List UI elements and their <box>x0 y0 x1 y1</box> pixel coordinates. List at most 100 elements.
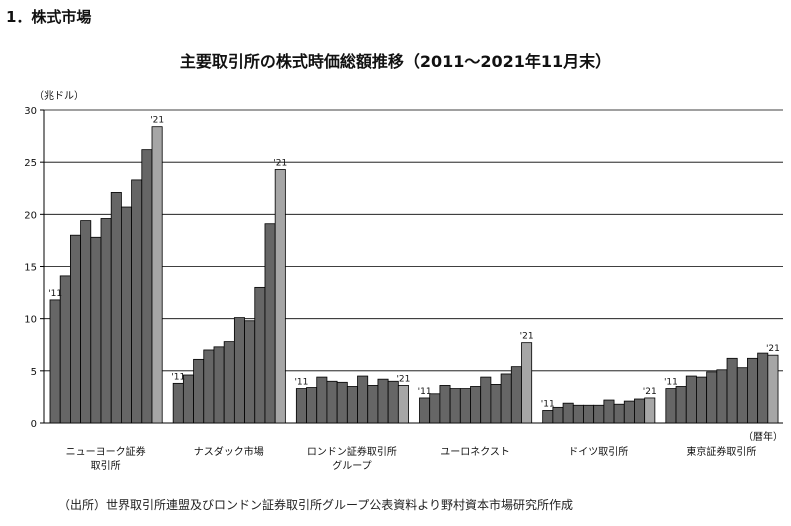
grid-lines <box>44 109 783 372</box>
category-label: グループ <box>332 459 371 472</box>
y-tick-label: 0 <box>31 419 37 430</box>
bar-5-2014 <box>696 376 708 424</box>
bar-1-2016 <box>223 341 235 424</box>
bar-5-2017 <box>726 357 738 424</box>
bar-1-2018 <box>244 320 256 424</box>
bar-0-2014 <box>80 220 92 424</box>
bar-4-2014 <box>572 404 584 424</box>
y-tick-label: 5 <box>31 367 37 378</box>
last-year-label: '21 <box>520 332 534 342</box>
section-heading: 1．株式市場 <box>6 8 92 26</box>
first-year-label: '11 <box>171 372 185 382</box>
bar-1-2021 <box>274 169 286 424</box>
first-year-label: '11 <box>541 399 555 409</box>
bar-3-2020 <box>510 366 522 424</box>
y-axis-unit: （兆ドル） <box>34 90 84 102</box>
bar-1-2020 <box>264 223 276 424</box>
bar-4-2015 <box>583 404 595 424</box>
bar-2-2012 <box>306 387 318 424</box>
last-year-label: '21 <box>273 158 287 168</box>
axes <box>40 109 783 424</box>
bar-0-2020 <box>141 149 153 424</box>
bar-0-2017 <box>110 192 122 424</box>
bar-4-2021 <box>644 397 656 424</box>
bar-4-2016 <box>593 404 605 424</box>
bar-3-2012 <box>429 393 441 424</box>
bar-1-2019 <box>254 286 266 424</box>
bar-2-2018 <box>367 385 379 424</box>
bar-4-2013 <box>562 402 574 424</box>
bar-0-2018 <box>121 206 133 424</box>
bar-4-2018 <box>613 403 625 424</box>
bar-1-2014 <box>203 349 215 424</box>
bar-4-2019 <box>623 400 635 424</box>
first-year-label: '11 <box>664 378 678 388</box>
first-year-label: '11 <box>418 387 432 397</box>
last-year-label: '21 <box>643 387 657 397</box>
bar-5-2021 <box>767 354 779 424</box>
last-year-label: '21 <box>766 344 780 354</box>
y-tick-label: 15 <box>24 263 37 274</box>
x-axis-unit: （暦年） <box>743 430 783 443</box>
bar-2-2019 <box>377 378 389 424</box>
bar-0-2011 <box>49 299 61 424</box>
bar-3-2011 <box>419 397 431 424</box>
category-label: ドイツ取引所 <box>568 446 628 458</box>
bar-1-2017 <box>233 317 245 424</box>
bar-4-2017 <box>603 399 615 424</box>
bar-3-2015 <box>459 388 471 424</box>
bar-2-2011 <box>295 388 307 424</box>
bar-2-2017 <box>357 375 369 424</box>
category-label: ナスダック市場 <box>194 445 264 458</box>
bar-3-2021 <box>521 342 533 424</box>
last-year-label: '21 <box>396 374 410 384</box>
bar-2-2013 <box>316 376 328 424</box>
bar-3-2014 <box>449 388 461 424</box>
bar-2-2020 <box>387 380 399 424</box>
y-tick-label: 25 <box>24 158 37 169</box>
bar-3-2013 <box>439 385 451 424</box>
bar-5-2015 <box>706 371 718 424</box>
bar-2-2016 <box>346 386 358 424</box>
bar-5-2018 <box>736 367 748 424</box>
category-label: ユーロネクスト <box>440 446 510 458</box>
bar-3-2019 <box>500 373 512 424</box>
bar-5-2016 <box>716 369 728 424</box>
first-year-label: '11 <box>294 378 308 388</box>
category-label: ニューヨーク証券 <box>66 445 146 458</box>
y-tick-label: 20 <box>24 210 37 221</box>
bar-1-2015 <box>213 346 225 424</box>
bar-4-2011 <box>542 410 554 424</box>
bar-3-2017 <box>480 376 492 424</box>
bar-5-2019 <box>747 357 759 424</box>
bar-1-2013 <box>193 358 205 424</box>
bar-5-2013 <box>685 375 697 424</box>
bar-3-2018 <box>490 383 502 424</box>
bar-5-2020 <box>757 352 769 424</box>
y-tick-label: 30 <box>24 106 37 117</box>
bar-2-2014 <box>326 380 338 424</box>
bar-0-2019 <box>131 179 143 424</box>
category-label: 取引所 <box>91 460 121 472</box>
y-tick-label: 10 <box>24 315 37 326</box>
bar-2-2015 <box>336 381 348 424</box>
category-label: 東京証券取引所 <box>686 445 756 458</box>
category-label: ロンドン証券取引所 <box>307 445 397 458</box>
bar-0-2016 <box>100 218 112 424</box>
last-year-label: '21 <box>150 116 164 126</box>
bar-0-2021 <box>151 126 163 424</box>
bar-4-2012 <box>552 406 564 424</box>
bars <box>49 126 779 424</box>
bar-5-2012 <box>675 386 687 424</box>
bar-4-2020 <box>634 398 646 424</box>
bar-0-2015 <box>90 236 102 424</box>
chart-title: 主要取引所の株式時価総額推移（2011〜2021年11月末） <box>179 52 612 71</box>
first-year-label: '11 <box>48 289 62 299</box>
source-note: （出所）世界取引所連盟及びロンドン証券取引所グループ公表資料より野村資本市場研究… <box>58 498 574 512</box>
bar-3-2016 <box>470 386 482 424</box>
bar-0-2013 <box>70 234 82 424</box>
bar-5-2011 <box>665 388 677 424</box>
bar-2-2021 <box>397 385 409 424</box>
